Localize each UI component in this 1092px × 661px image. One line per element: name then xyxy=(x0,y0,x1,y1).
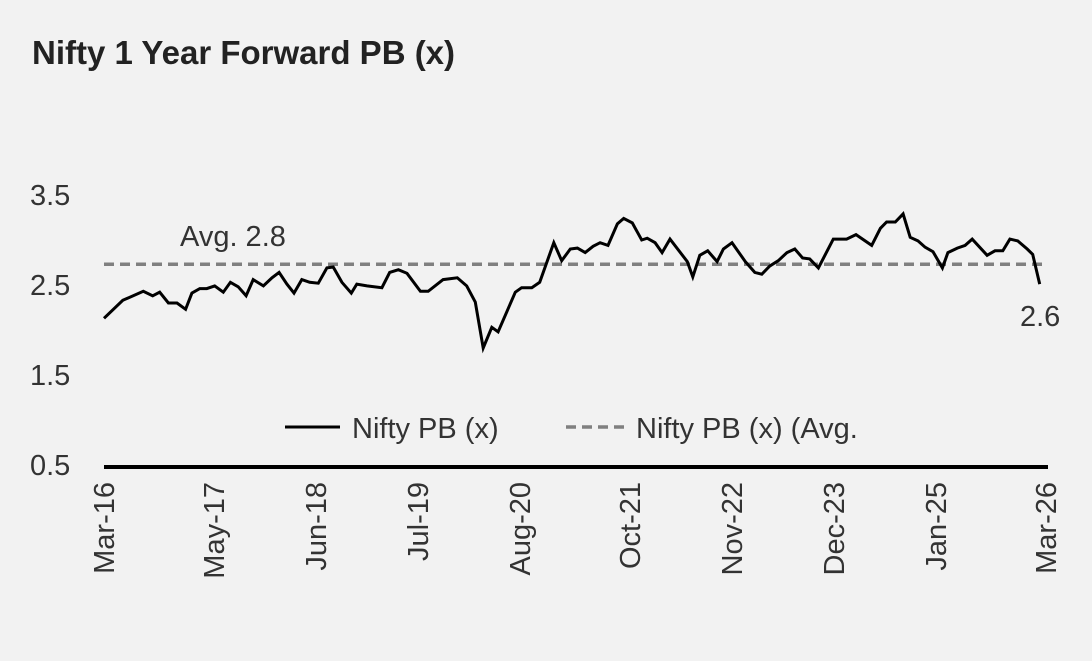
x-tick-label: Jun-18 xyxy=(301,482,333,571)
x-tick-label: Mar-16 xyxy=(89,482,121,574)
x-tick-label: May-17 xyxy=(199,482,231,579)
x-tick-label: Mar-26 xyxy=(1031,482,1063,574)
x-tick-label: Nov-22 xyxy=(717,482,749,576)
x-tick-label: Jul-19 xyxy=(403,482,435,561)
chart-title: Nifty 1 Year Forward PB (x) xyxy=(32,34,456,71)
y-tick-label: 1.5 xyxy=(30,360,70,392)
x-tick-label: Aug-20 xyxy=(505,482,537,576)
y-tick-label: 0.5 xyxy=(30,450,70,482)
x-tick-label: Jan-25 xyxy=(921,482,953,571)
y-tick-label: 3.5 xyxy=(30,180,70,212)
x-tick-label: Oct-21 xyxy=(615,482,647,569)
last-value-annotation: 2.6 xyxy=(1020,301,1060,333)
legend-label: Nifty PB (x) xyxy=(352,413,499,445)
y-tick-label: 2.5 xyxy=(30,270,70,302)
nifty-pb-line xyxy=(102,211,1042,354)
avg-annotation: Avg. 2.8 xyxy=(180,221,286,253)
legend-label: Nifty PB (x) (Avg. xyxy=(636,413,858,445)
x-tick-label: Dec-23 xyxy=(819,482,851,576)
